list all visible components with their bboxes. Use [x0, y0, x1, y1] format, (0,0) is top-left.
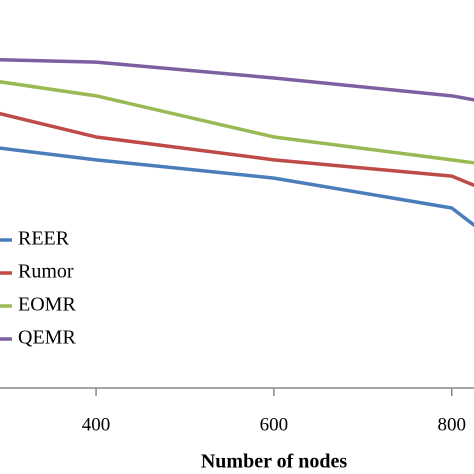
x-tick-label: 600: [260, 414, 289, 435]
data-line: [0, 146, 474, 228]
legend-label: Rumor: [18, 261, 74, 283]
x-tick-label: 800: [438, 414, 467, 435]
x-tick-label: 400: [82, 414, 111, 435]
plot-area: [0, 58, 474, 228]
legend-label: EOMR: [18, 294, 76, 316]
x-axis-title: Number of nodes: [201, 451, 348, 473]
legend-label: REER: [18, 228, 70, 250]
data-line: [0, 58, 474, 102]
data-line: [0, 80, 474, 165]
legend-label: QEMR: [18, 327, 76, 349]
data-line: [0, 111, 474, 188]
